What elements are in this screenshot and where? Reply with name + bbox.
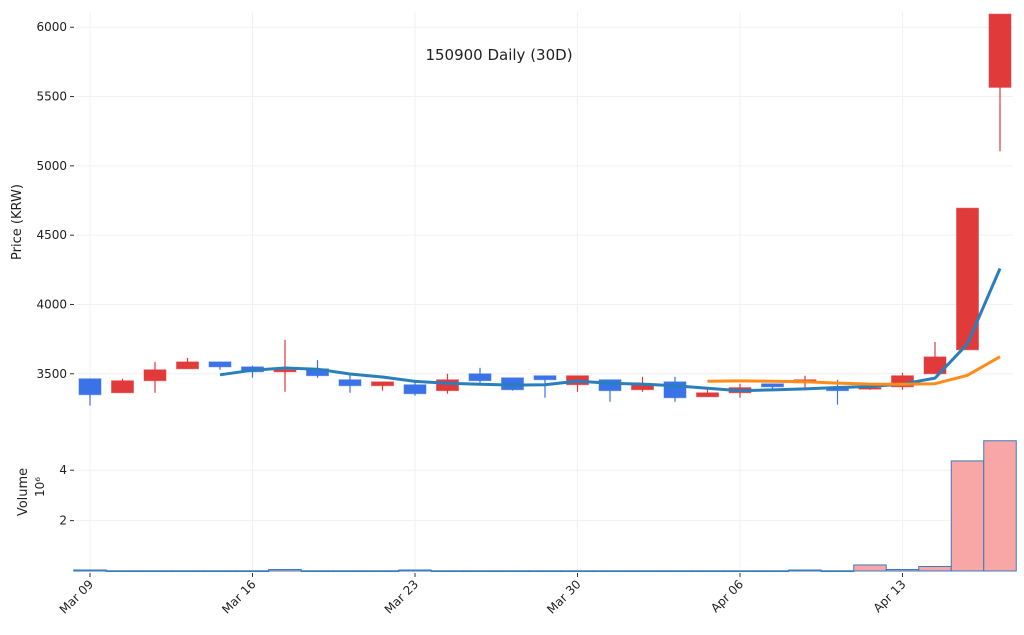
candle-body bbox=[371, 381, 394, 387]
volume-bar bbox=[820, 570, 855, 573]
price-tick-label: 5000 bbox=[36, 159, 67, 173]
candle-body bbox=[696, 392, 719, 398]
volume-bar bbox=[365, 570, 400, 573]
x-tick-label: Mar 09 bbox=[57, 577, 96, 616]
price-tick-label: 5500 bbox=[36, 90, 67, 104]
volume-exponent-label: 10⁶ bbox=[33, 477, 47, 497]
volume-bar bbox=[723, 570, 757, 573]
volume-bar bbox=[690, 570, 725, 573]
candle-body bbox=[436, 379, 459, 392]
volume-bar bbox=[788, 569, 822, 572]
candle-body bbox=[988, 13, 1012, 88]
volume-bar bbox=[560, 570, 595, 573]
x-tick-label: Mar 30 bbox=[544, 577, 583, 616]
candle-body bbox=[761, 383, 784, 388]
volume-bar bbox=[398, 569, 432, 572]
ma5-line bbox=[219, 267, 1002, 393]
volume-bar bbox=[918, 565, 952, 572]
volume-bar bbox=[755, 570, 790, 573]
candle-body bbox=[338, 379, 362, 387]
volume-bar bbox=[333, 570, 367, 573]
chart-title: 150900 Daily (30D) bbox=[425, 46, 572, 64]
volume-bar bbox=[430, 570, 465, 573]
candle-body bbox=[176, 361, 199, 370]
volume-bar bbox=[593, 570, 627, 573]
candle-body bbox=[598, 379, 622, 392]
candle-body bbox=[403, 384, 427, 395]
volume-bar bbox=[235, 570, 270, 573]
candle-body bbox=[273, 369, 297, 373]
volume-bar bbox=[268, 568, 302, 572]
volume-bar bbox=[300, 570, 335, 573]
volume-bar bbox=[105, 570, 140, 573]
x-tick-label: Apr 13 bbox=[871, 577, 909, 615]
price-tick-label: 4500 bbox=[36, 228, 67, 242]
volume-bar bbox=[885, 568, 920, 572]
volume-bar bbox=[170, 570, 205, 573]
volume-bar bbox=[203, 570, 237, 573]
volume-bar bbox=[625, 570, 660, 573]
candle-body bbox=[78, 378, 102, 396]
volume-bar bbox=[528, 570, 562, 573]
volume-bar bbox=[950, 460, 985, 572]
axes: 3500 4000 4500 5000 5500 6000 2 4 Mar 09 Mar 16 Ma… bbox=[36, 20, 908, 616]
grid bbox=[76, 12, 1013, 571]
candle-body bbox=[143, 369, 167, 382]
price-tick-label: 4000 bbox=[36, 297, 67, 311]
volume-bar bbox=[463, 570, 497, 573]
volume-bar bbox=[853, 564, 887, 572]
price-tick-label: 6000 bbox=[36, 20, 67, 34]
volume-bar bbox=[138, 570, 172, 573]
candle-body bbox=[533, 375, 557, 381]
candles bbox=[78, 13, 1012, 406]
candle-body bbox=[208, 361, 232, 368]
volume-bar bbox=[983, 440, 1017, 572]
ma20-line bbox=[707, 355, 1001, 386]
volume-axis-label: Volume bbox=[16, 468, 31, 516]
volume-bars bbox=[73, 440, 1017, 573]
candle-body bbox=[111, 380, 134, 394]
x-tick-label: Mar 16 bbox=[219, 577, 258, 616]
candle-body bbox=[468, 373, 492, 382]
volume-tick-label: 2 bbox=[59, 514, 67, 528]
x-tick-label: Apr 06 bbox=[708, 577, 746, 615]
volume-bar bbox=[495, 570, 530, 573]
x-tick-label: Mar 23 bbox=[382, 577, 421, 616]
volume-bar bbox=[73, 569, 107, 572]
moving-average-lines bbox=[219, 267, 1002, 393]
volume-tick-label: 4 bbox=[59, 463, 67, 477]
y-axis-label: Price (KRW) bbox=[10, 184, 25, 260]
volume-bar bbox=[658, 570, 692, 573]
price-tick-label: 3500 bbox=[36, 367, 67, 381]
candle-body bbox=[956, 207, 979, 351]
